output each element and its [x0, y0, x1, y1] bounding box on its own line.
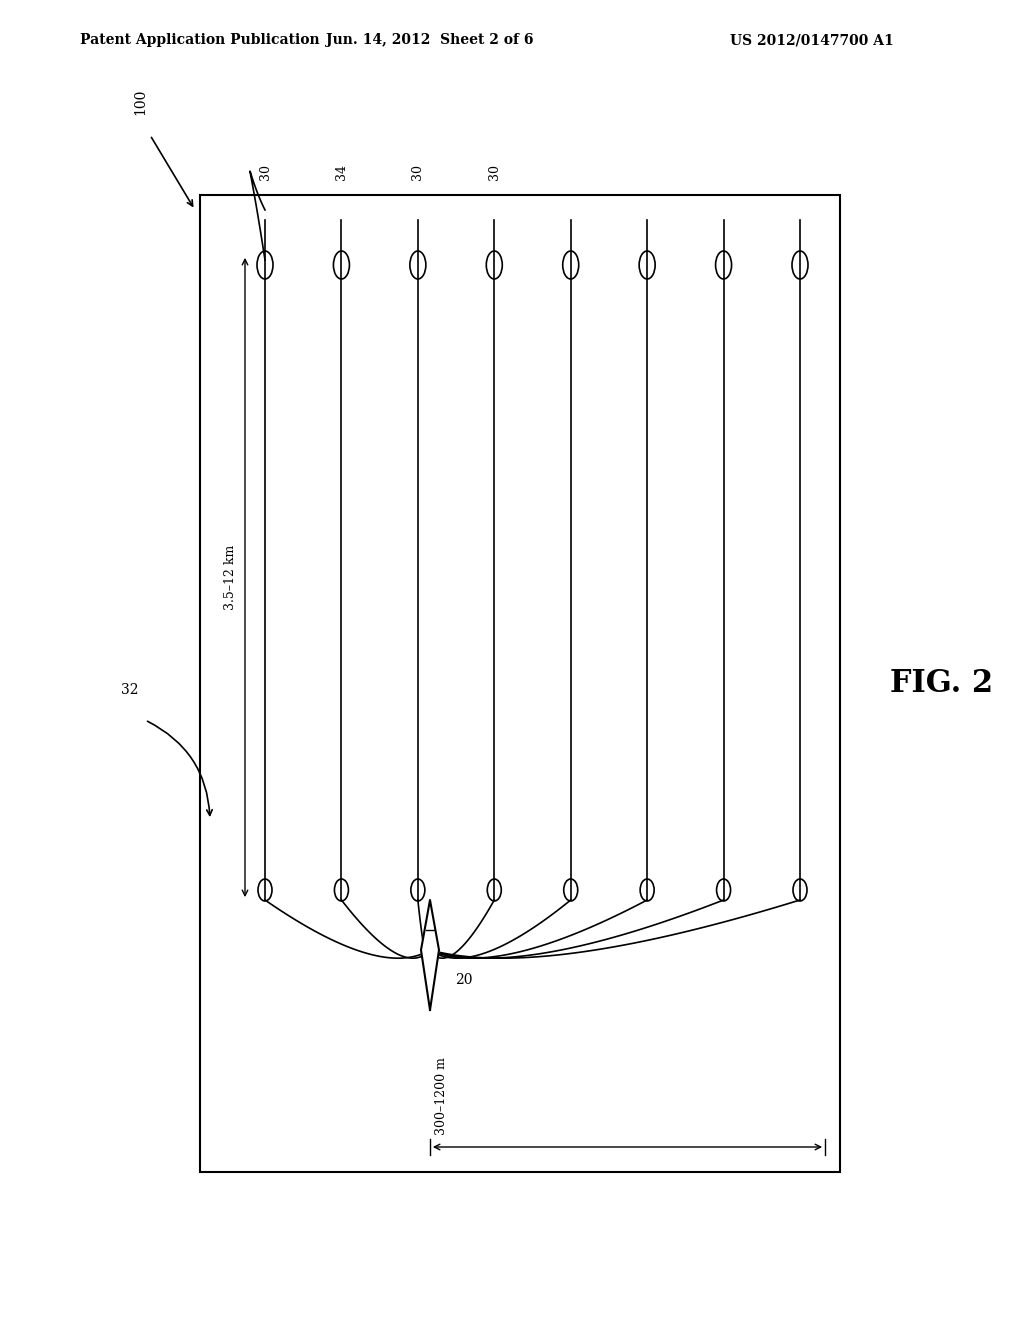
Polygon shape [421, 900, 439, 1010]
Text: US 2012/0147700 A1: US 2012/0147700 A1 [730, 33, 894, 48]
Text: FIG. 2: FIG. 2 [890, 668, 993, 700]
Text: 30: 30 [412, 164, 424, 180]
Text: 30: 30 [258, 164, 271, 180]
Text: Jun. 14, 2012  Sheet 2 of 6: Jun. 14, 2012 Sheet 2 of 6 [327, 33, 534, 48]
Text: 34: 34 [335, 164, 348, 180]
Text: Patent Application Publication: Patent Application Publication [80, 33, 319, 48]
Text: 3.5–12 km: 3.5–12 km [224, 545, 237, 610]
Text: 30: 30 [487, 164, 501, 180]
Bar [200, 195, 840, 1172]
Text: 300–1200 m: 300–1200 m [435, 1057, 449, 1135]
Text: 100: 100 [133, 88, 147, 115]
Text: 32: 32 [121, 682, 138, 697]
Text: 20: 20 [455, 973, 472, 987]
